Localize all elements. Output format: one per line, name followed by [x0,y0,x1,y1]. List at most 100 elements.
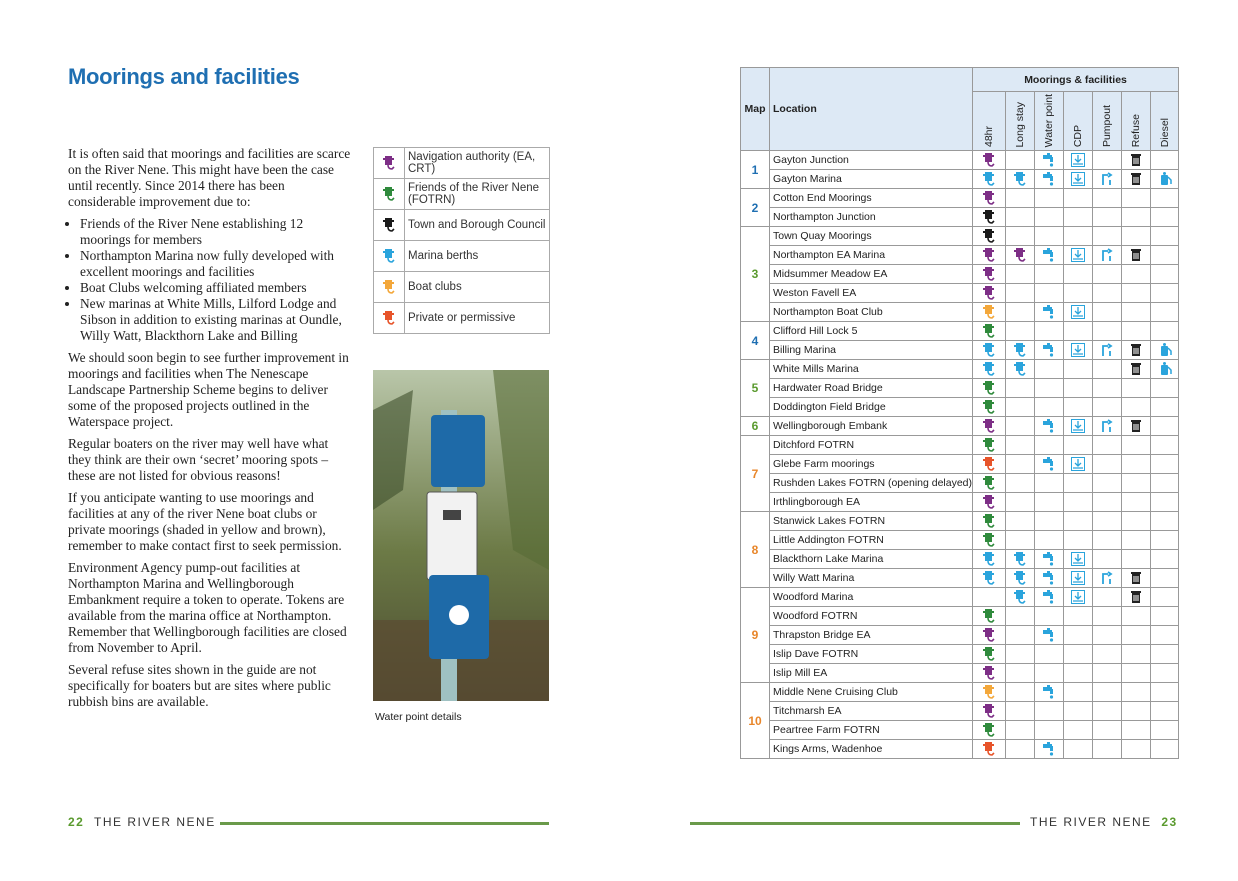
mooring-cell [972,188,1007,209]
mooring-cell [1005,302,1036,323]
map-number: 9 [740,587,770,684]
column-label: Refuse [1130,114,1143,148]
facility-cell [1121,701,1152,722]
facility-cell [1092,720,1123,741]
facility-cell [1063,587,1094,608]
facility-cell [1150,245,1180,266]
facility-cell [1092,473,1123,494]
facility-cell [1150,359,1180,380]
mooring-icon [383,218,395,232]
facility-cell [1121,720,1152,741]
legend-row: Friends of the River Nene (FOTRN) [373,178,550,210]
facility-cell [1034,568,1065,589]
table-row: Northampton EA Marina [741,245,1180,266]
facility-cell [1150,454,1180,475]
facility-cell [1063,492,1094,513]
legend-row: Private or permissive [373,302,550,334]
legend-row: Town and Borough Council [373,209,550,241]
facility-cell [1063,188,1094,209]
mooring-cell [1005,549,1036,570]
paragraph: It is often said that moorings and facil… [68,146,351,209]
diesel-icon [1160,343,1172,357]
mooring-icon [383,280,395,294]
facility-cell [1121,625,1152,646]
facility-cell [1092,169,1123,190]
pumpout-icon [1102,172,1113,186]
cdp-icon [1071,172,1086,187]
facility-cell [1150,473,1180,494]
mooring-cell [1005,663,1036,684]
table-row: Weston Favell EA [741,283,1180,304]
mooring-cell [1005,264,1036,285]
water-icon [1043,628,1054,642]
paragraph: Environment Agency pump-out facilities a… [68,560,347,655]
facility-cell [1092,397,1123,418]
facility-cell [1150,150,1180,171]
facility-cell [1063,454,1094,475]
mooring-icon [983,533,995,548]
facility-cell [1034,188,1065,209]
mooring-cell [972,340,1007,361]
facility-cell [1092,530,1123,551]
mooring-icon [1014,571,1026,586]
mooring-cell [972,492,1007,513]
facility-cell [1150,397,1180,418]
map-number: 6 [740,416,770,437]
bullet-list: Friends of the River Nene establishing 1… [68,216,352,344]
mooring-cell [1005,644,1036,665]
mooring-cell [1005,340,1036,361]
facility-cell [1092,606,1123,627]
mooring-icon [1014,172,1026,187]
facility-cell [1063,720,1094,741]
table-row: Little Addington FOTRN [741,530,1180,551]
table-row: 3 Town Quay Moorings [740,226,1180,323]
table-row: 6 Wellingborough Embank [740,416,1180,437]
mooring-cell [972,397,1007,418]
mooring-cell [972,302,1007,323]
mooring-icon [983,514,995,529]
facility-cell [1150,568,1180,589]
facility-cell [1150,340,1180,361]
facility-cell [1121,283,1152,304]
facility-cell [1092,644,1123,665]
facility-cell [1034,663,1065,684]
facility-cell [1063,625,1094,646]
paragraph: Regular boaters on the river may well ha… [68,436,329,483]
facility-cell [1121,397,1152,418]
location: Gayton Junction [768,150,974,171]
page-title: Moorings and facilities [68,64,300,89]
table-row: Northampton Boat Club [741,302,1180,323]
mooring-cell [1005,492,1036,513]
mooring-cell [1005,606,1036,627]
table-row: Glebe Farm moorings [741,454,1180,475]
mooring-cell [972,720,1007,741]
facility-cell [1150,739,1180,760]
legend-icon-cell [373,240,405,272]
location: White Mills Marina [768,359,974,380]
location: Woodford Marina [768,587,974,608]
facility-cell [1063,378,1094,399]
facility-cell [1034,264,1065,285]
refuse-icon [1131,344,1142,357]
mooring-cell [972,283,1007,304]
water-icon [1043,153,1054,167]
mooring-cell [1005,416,1036,437]
table-row: 10 Middle Nene Cruising Club [740,682,1180,760]
mooring-cell [972,587,1007,608]
mooring-cell [972,625,1007,646]
mooring-icon [983,476,995,491]
table-row: 8 Stanwick Lakes FOTRN [740,511,1180,589]
cdp-icon [1071,457,1086,472]
refuse-icon [1131,591,1142,604]
mooring-icon [983,685,995,700]
facility-cell [1150,587,1180,608]
facility-cell [1150,435,1180,456]
column-header: Pumpout [1092,90,1123,152]
water-icon [1043,248,1054,262]
header-map: Map [740,66,770,152]
facility-cell [1092,321,1123,342]
mooring-cell [972,473,1007,494]
refuse-icon [1131,363,1142,376]
legend-icon-cell [373,178,405,210]
column-header: Water point [1034,90,1065,152]
